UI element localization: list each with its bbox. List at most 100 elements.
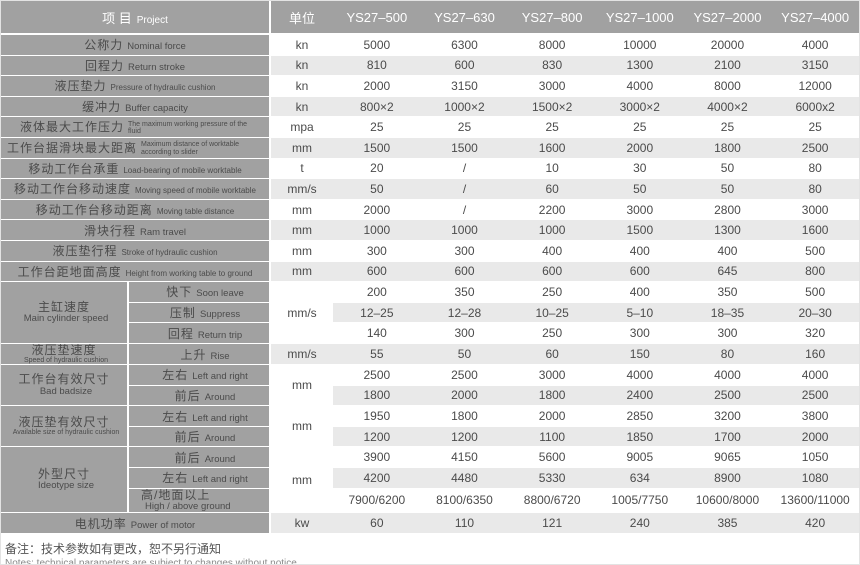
value-cell: 800	[771, 261, 859, 283]
value-cell: 1000	[333, 220, 421, 241]
label-zh: 移动工作台移动速度	[14, 182, 132, 197]
row-label: 工作台距地面高度 Height from working table to gro…	[1, 261, 271, 283]
value-cell: 1500×2	[508, 96, 596, 118]
value-cell: 8000	[683, 76, 772, 97]
value-cell: 2500	[420, 365, 509, 386]
row-label: 公称力 Nominal force	[1, 35, 271, 56]
label-en: Stroke of hydraulic cushion	[121, 248, 218, 258]
value-cell: 50	[595, 179, 684, 200]
value-cell: 1600	[771, 220, 859, 241]
value-cell: 5330	[508, 468, 596, 489]
label-zh: 滑块行程	[84, 223, 137, 238]
row-label: 移动工作台移动距离 Moving table distance	[1, 199, 271, 221]
spec-row: 压制 Suppress 12–25 12–28 10–25 5–10 18–35 20–30	[1, 302, 859, 324]
value-cell: 1800	[420, 406, 509, 427]
value-cell: 1005/7750	[595, 489, 684, 514]
value-cell: 4000	[595, 76, 684, 97]
value-cell: 300	[683, 323, 772, 344]
label-zh: 液体最大工作压力	[19, 120, 124, 135]
value-cell: 25	[595, 117, 684, 138]
value-cell: 1000	[420, 220, 509, 241]
unit-cell: mm/s	[271, 179, 333, 200]
label-en: Ideotype size	[38, 480, 94, 492]
group-label: 外型尺寸 Ideotype size	[1, 447, 129, 514]
label-zh: 液压垫力	[54, 79, 107, 94]
label-group: 前后 Around	[175, 451, 236, 465]
spec-row: 液压垫行程 Stroke of hydraulic cushion mm 300 300…	[1, 240, 859, 262]
label-group: 液压垫速度 Speed of hydraulic cushion	[1, 344, 127, 364]
value-cell: 25	[771, 117, 859, 138]
value-cell: 1500	[333, 137, 421, 159]
spec-row: 主缸速度 Main cylinder speed 快下 Soon leave mm/s 2…	[1, 282, 859, 344]
sub-label: 左右 Left and right	[129, 365, 271, 386]
sub-label: 左右 Left and right	[129, 468, 271, 489]
value-cell: /	[420, 200, 509, 221]
label-zh: 回程力	[84, 58, 124, 73]
label-zh: 移动工作台承重	[28, 161, 120, 176]
unit-cell: mpa	[271, 117, 333, 138]
value-cell: 1600	[508, 137, 596, 159]
label-zh: 工作台据滑块最大距离	[6, 141, 137, 155]
value-cell: 60	[508, 179, 596, 200]
column-header-model: YS27–2000	[683, 1, 772, 35]
label-zh: 前后	[174, 388, 201, 403]
spec-row: 回程 Return trip 140 300 250 300 300 320	[1, 323, 859, 344]
value-cell: 3150	[771, 55, 859, 77]
spec-row: 前后 Around 1200 1200 1100 1850 1700 2000	[1, 426, 859, 448]
spec-row: 前后 Around 1800 2000 1800 2400 2500 2500	[1, 385, 859, 407]
label-group: 左右 Left and right	[162, 410, 247, 424]
value-cell: 4000×2	[683, 96, 772, 118]
value-cell: 1200	[420, 426, 509, 448]
label-group: 公称力 Nominal force	[84, 38, 186, 52]
sub-label: 前后 Around	[129, 385, 271, 407]
label-en: Soon leave	[196, 288, 244, 300]
value-cell: 12000	[771, 76, 859, 97]
row-label: 回程力 Return stroke	[1, 55, 271, 77]
value-cell: 140	[333, 323, 421, 344]
row-label: 液压垫行程 Stroke of hydraulic cushion	[1, 240, 271, 262]
label-en: Ram travel	[140, 226, 186, 238]
value-cell: 300	[333, 241, 421, 262]
spec-row: 外型尺寸 Ideotype size 前后 Around mm 3900 4150 5600 9…	[1, 447, 859, 514]
value-cell: 121	[508, 513, 596, 534]
value-cell: 20–30	[771, 302, 859, 324]
label-en: Suppress	[199, 309, 241, 321]
value-cell: 400	[595, 241, 684, 262]
label-zh: 工作台有效尺寸	[18, 372, 110, 387]
group-label: 工作台有效尺寸 Bad badsize	[1, 365, 129, 407]
value-cell: 320	[771, 323, 859, 344]
project-label-en: Project	[136, 14, 168, 26]
label-en: Nominal force	[127, 41, 186, 53]
spec-row: 滑块行程 Ram travel mm 1000 1000 1000 1500 1300 1600	[1, 220, 859, 241]
value-cell: 2000	[771, 426, 859, 448]
value-cell: 600	[508, 261, 596, 283]
value-cell: 3000	[595, 200, 684, 221]
label-group: 外型尺寸 Ideotype size	[1, 467, 127, 492]
value-cell: 500	[771, 241, 859, 262]
unit-cell: mm	[271, 220, 333, 241]
value-cell: 350	[420, 282, 509, 303]
value-cell: 25	[683, 117, 772, 138]
spec-table: 项 目 Project 单位 YS27–500 YS27–630 YS27–800 YS…	[1, 1, 859, 534]
unit-cell: mm	[271, 261, 333, 283]
label-group: 左右 Left and right	[162, 368, 247, 382]
label-en: Moving speed of mobile worktable	[135, 186, 256, 196]
label-zh: 外型尺寸	[37, 467, 90, 482]
spec-row: 高/地面以上 High / above ground 7900/6200 8100/6…	[1, 488, 859, 514]
sub-label: 高/地面以上 High / above ground	[129, 488, 271, 514]
group-label: 主缸速度 Main cylinder speed	[1, 282, 129, 344]
value-cell: 50	[683, 159, 772, 180]
label-zh: 液压垫有效尺寸	[18, 415, 110, 430]
value-cell: 2500	[683, 385, 772, 407]
value-cell: 1200	[333, 426, 421, 448]
label-group: 压制 Suppress	[170, 306, 240, 320]
unit-cell: mm	[271, 406, 333, 448]
label-group: 主缸速度 Main cylinder speed	[1, 300, 127, 325]
value-cell: 2200	[508, 200, 596, 221]
value-cell: 20000	[683, 35, 772, 56]
value-cell: 600	[333, 261, 421, 283]
value-cell: 2000	[508, 406, 596, 427]
value-cell: 4150	[420, 447, 509, 469]
label-zh: 左右	[162, 409, 189, 424]
value-cell: 4000	[771, 365, 859, 386]
